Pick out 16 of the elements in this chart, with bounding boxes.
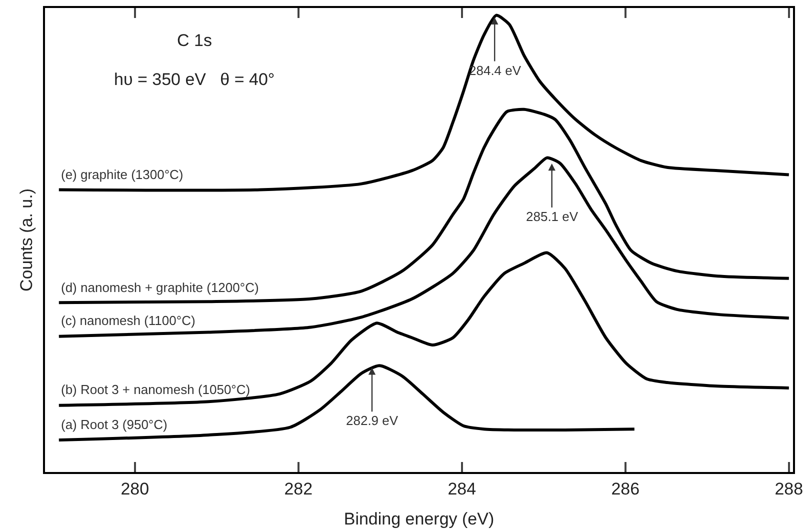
annotation: C 1s — [177, 31, 212, 50]
x-tick-label: 280 — [120, 479, 150, 498]
x-tick-label: 286 — [611, 479, 640, 498]
series-label: (a) Root 3 (950°C) — [61, 417, 168, 432]
series-label: (b) Root 3 + nanomesh (1050°C) — [61, 382, 250, 397]
x-tick-label: 282 — [284, 479, 313, 498]
annotation: hυ = 350 eV θ = 40° — [114, 70, 275, 89]
series-label: (d) nanomesh + graphite (1200°C) — [61, 280, 259, 295]
x-axis-title: Binding energy (eV) — [344, 509, 494, 528]
series-label: (e) graphite (1300°C) — [61, 167, 184, 182]
series-label: (c) nanomesh (1100°C) — [61, 313, 196, 328]
x-tick-label: 284 — [448, 479, 476, 498]
x-tick-label: 288 — [774, 479, 804, 498]
annotation: 285.1 eV — [526, 209, 578, 224]
y-axis-title: Counts (a. u.) — [17, 188, 36, 292]
annotation: 282.9 eV — [346, 413, 398, 428]
